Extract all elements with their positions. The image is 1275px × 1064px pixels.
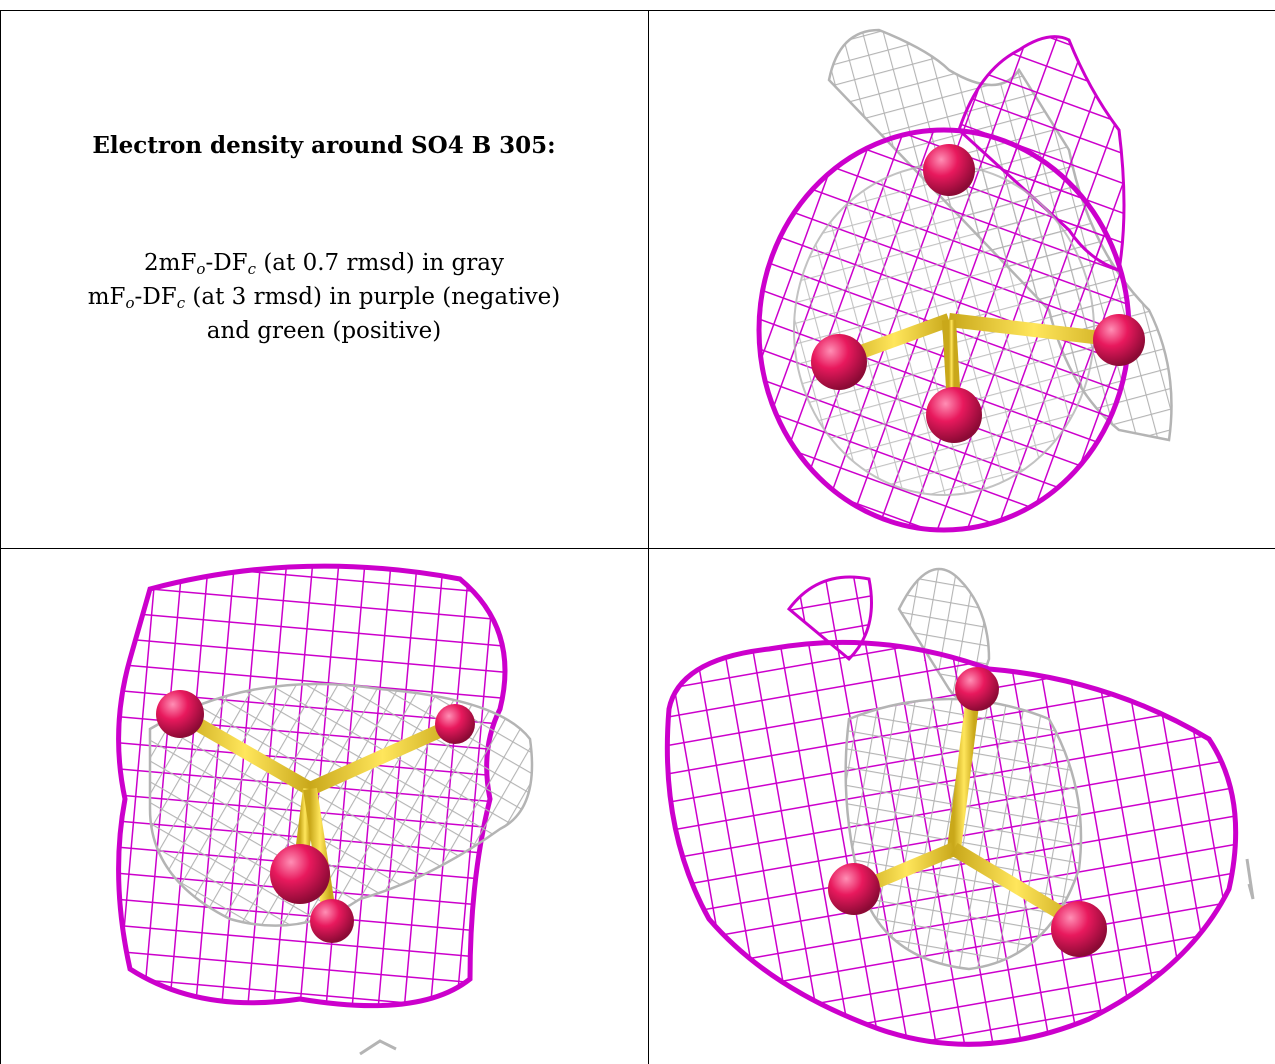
- sulfate-molecule-1: [811, 144, 1145, 443]
- border-vertical: [648, 10, 649, 1064]
- border-horizontal: [0, 548, 1275, 549]
- border-top: [0, 10, 1275, 11]
- figure-grid: Electron density around SO4 B 305: 2mFo-…: [0, 10, 1275, 1064]
- purple-mesh-1b: [957, 35, 1126, 272]
- border-left: [0, 10, 1, 1064]
- caption-cell: Electron density around SO4 B 305: 2mFo-…: [0, 10, 648, 548]
- legend-line-green: and green (positive): [206, 318, 442, 344]
- gray-fragment: [359, 1039, 397, 1056]
- density-render-1: [756, 28, 1173, 533]
- legend-text: 2mFo-DFc (at 0.7 rmsd) in gray mFo-DFc (…: [0, 246, 648, 348]
- legend-line-purple: mFo-DFc (at 3 rmsd) in purple (negative): [87, 284, 561, 312]
- density-render-3: [664, 567, 1255, 1047]
- view-top-right: [649, 10, 1275, 548]
- view-bottom-left: [0, 549, 648, 1064]
- figure-title: Electron density around SO4 B 305:: [92, 132, 556, 159]
- gray-fragment-right: [1245, 858, 1255, 900]
- sulfate-molecule-2: [156, 690, 475, 943]
- density-render-2: [116, 563, 534, 1056]
- legend-line-gray: 2mFo-DFc (at 0.7 rmsd) in gray: [144, 250, 504, 278]
- sulfate-molecule-3: [828, 667, 1107, 957]
- view-bottom-right: [649, 549, 1275, 1064]
